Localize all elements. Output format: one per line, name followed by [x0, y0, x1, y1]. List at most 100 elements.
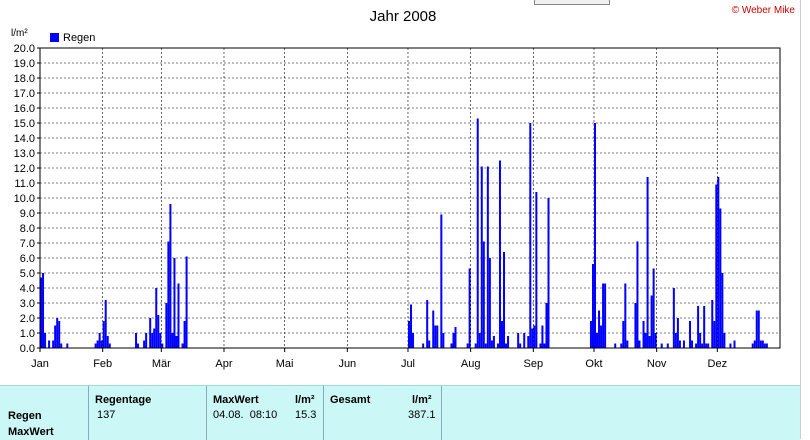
rain-bar	[100, 340, 103, 348]
x-tick-label: Nov	[647, 358, 667, 370]
rain-bar	[135, 333, 138, 348]
rain-bar	[642, 321, 645, 348]
rain-bar	[691, 340, 694, 348]
rain-bar	[474, 343, 477, 348]
y-tick-label: 7.0	[20, 238, 35, 250]
rain-bar	[454, 327, 457, 348]
rain-bar	[500, 321, 503, 348]
header-unit-gesamt: l/m²	[412, 394, 432, 406]
rain-bar	[42, 273, 45, 348]
rain-bar	[181, 343, 184, 348]
header-maxwert: MaxWert	[213, 394, 259, 406]
rain-bar	[527, 336, 530, 348]
rain-bar	[701, 343, 704, 348]
rain-bar	[426, 300, 429, 348]
x-tick-label: Mär	[152, 358, 171, 370]
rain-bar	[175, 336, 178, 348]
rain-bar	[545, 303, 548, 348]
rain-bar	[636, 241, 639, 348]
rain-bar	[410, 304, 413, 348]
y-tick-label: 10.0	[14, 193, 35, 205]
rain-bar	[153, 328, 156, 348]
value-maxwert: 15.3	[295, 409, 317, 421]
y-tick-label: 0.0	[20, 343, 35, 355]
panel-divider	[88, 386, 89, 440]
rain-bar	[171, 333, 174, 348]
rain-bar	[638, 340, 641, 348]
rain-bar	[682, 340, 685, 348]
rain-bar	[624, 283, 627, 348]
rain-bar	[434, 325, 437, 348]
rain-bar	[440, 214, 443, 348]
rain-bar	[541, 325, 544, 348]
x-tick-label: Mai	[276, 358, 294, 370]
rain-bar	[56, 318, 59, 348]
rain-bar	[703, 306, 706, 348]
rain-bar	[759, 340, 762, 348]
y-tick-label: 6.0	[20, 253, 35, 265]
rain-bar	[412, 333, 415, 348]
value-regentage: 137	[97, 409, 116, 421]
rain-bar	[183, 321, 186, 348]
rain-bar	[492, 336, 495, 348]
y-tick-label: 16.0	[14, 103, 35, 115]
grid	[37, 47, 780, 352]
rain-bar	[674, 333, 677, 348]
rain-bar	[697, 306, 700, 348]
rain-bar	[695, 343, 698, 348]
rain-bar	[442, 333, 445, 348]
rain-bar	[705, 343, 708, 348]
rain-bar	[715, 184, 718, 348]
rain-bar	[490, 340, 493, 348]
rain-bar	[505, 343, 508, 348]
rain-bar	[173, 258, 176, 348]
rain-bar	[650, 295, 653, 348]
rain-bar	[539, 343, 542, 348]
header-gesamt: Gesamt	[330, 394, 371, 406]
rain-bar	[52, 340, 55, 348]
rain-bar	[428, 340, 431, 348]
x-tick-labels: Jan Feb Mär Apr Mai Jun Jul Aug Sep Okt Nov Dez	[31, 358, 727, 370]
y-tick-label: 1.0	[20, 328, 35, 340]
rain-bar	[604, 283, 607, 348]
value-maxwert-time: 04.08. 08:10	[213, 409, 278, 421]
rain-bar	[652, 268, 655, 348]
rain-chart: Jahr 2008 © Weber Mike l/m² Regen 0.0 1.0…	[11, 5, 795, 370]
rain-bar	[547, 198, 550, 348]
rain-bar	[596, 333, 599, 348]
rain-bar	[529, 123, 532, 348]
rain-bar	[676, 318, 679, 348]
rain-bar	[634, 303, 637, 348]
rain-bar	[591, 264, 594, 348]
x-tick-label: Jul	[401, 358, 415, 370]
rain-bar	[44, 333, 47, 348]
panel-divider	[206, 386, 207, 440]
value-gesamt: 387.1	[408, 409, 436, 421]
rain-bar	[763, 343, 766, 348]
rain-bar	[432, 310, 435, 348]
rain-bar	[94, 343, 97, 348]
rain-bar	[155, 288, 158, 348]
rain-bar	[169, 204, 172, 348]
rain-bar	[594, 123, 596, 348]
y-tick-label: 12.0	[14, 163, 35, 175]
y-tick-label: 3.0	[20, 298, 35, 310]
x-tick-label: Sep	[524, 358, 544, 370]
rain-bar	[143, 340, 146, 348]
summary-panel: Regen MaxWert Regentage 137 MaxWert l/m²…	[0, 385, 800, 440]
rain-bar	[503, 252, 506, 348]
rain-bar	[644, 333, 647, 348]
rain-bar	[723, 333, 726, 348]
rain-bar	[765, 343, 768, 348]
rain-bar	[484, 343, 487, 348]
rain-bar	[482, 241, 485, 348]
x-tick-label: Jun	[338, 358, 356, 370]
rain-bar	[96, 340, 99, 348]
y-tick-label: 8.0	[20, 223, 35, 235]
rain-bar	[729, 343, 732, 348]
y-tick-label: 18.0	[14, 73, 35, 85]
rain-bar	[468, 268, 471, 348]
rain-bar	[40, 277, 43, 348]
rain-bar	[533, 325, 536, 348]
window-tab	[534, 0, 610, 5]
